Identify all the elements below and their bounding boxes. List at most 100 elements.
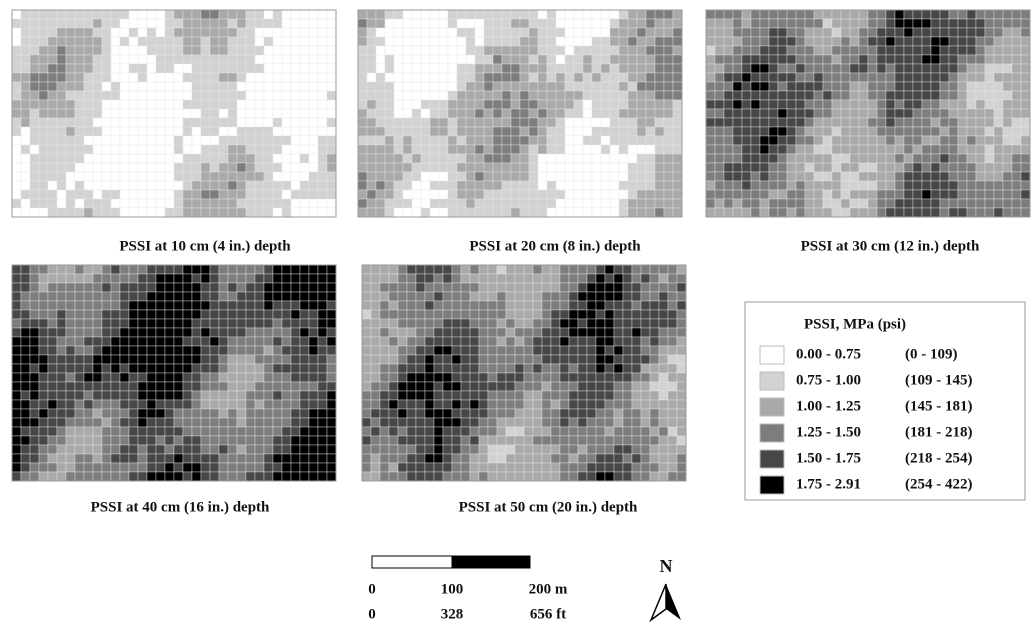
map-cell (75, 409, 84, 418)
map-cell (1021, 127, 1030, 136)
map-cell (886, 82, 895, 91)
map-cell (201, 64, 210, 73)
map-cell (264, 82, 273, 91)
map-cell (165, 28, 174, 37)
map-cell (327, 28, 336, 37)
map-cell (246, 427, 255, 436)
map-cell (922, 46, 931, 55)
map-cell (237, 208, 246, 217)
map-cell (362, 364, 371, 373)
map-cell (461, 364, 470, 373)
map-cell (255, 55, 264, 64)
map-cell (641, 400, 650, 409)
map-cell (850, 181, 859, 190)
map-cell (66, 310, 75, 319)
map-cell (385, 73, 394, 82)
map-cell (466, 127, 475, 136)
map-cell (255, 145, 264, 154)
map-cell (264, 190, 273, 199)
map-cell (985, 208, 994, 217)
map-cell (380, 292, 389, 301)
map-cell (39, 208, 48, 217)
map-cell (210, 355, 219, 364)
map-cell (407, 355, 416, 364)
map-cell (724, 172, 733, 181)
map-cell (327, 373, 336, 382)
map-cell (237, 355, 246, 364)
map-cell (673, 28, 682, 37)
map-cell (246, 328, 255, 337)
map-cell (147, 391, 156, 400)
map-cell (886, 118, 895, 127)
map-cell (904, 127, 913, 136)
map-cell (210, 373, 219, 382)
map-cell (75, 472, 84, 481)
map-cell (264, 400, 273, 409)
map-cell (120, 418, 129, 427)
map-cell (958, 109, 967, 118)
map-cell (183, 100, 192, 109)
map-cell (102, 292, 111, 301)
map-cell (93, 28, 102, 37)
map-cell (985, 46, 994, 55)
map-cell (742, 145, 751, 154)
map-cell (309, 37, 318, 46)
map-cell (677, 382, 686, 391)
map-cell (457, 172, 466, 181)
legend-title: PSSI, MPa (psi) (804, 316, 906, 332)
map-cell (156, 154, 165, 163)
map-cell (601, 10, 610, 19)
map-cell (922, 10, 931, 19)
map-cell (309, 181, 318, 190)
map-cell (502, 163, 511, 172)
map-cell (120, 400, 129, 409)
map-cell (425, 445, 434, 454)
map-cell (805, 199, 814, 208)
map-cell (120, 55, 129, 64)
map-cell (12, 136, 21, 145)
map-cell (246, 301, 255, 310)
map-cell (913, 118, 922, 127)
map-cell (93, 328, 102, 337)
map-cell (832, 109, 841, 118)
map-cell (398, 319, 407, 328)
map-cell (551, 391, 560, 400)
map-cell (407, 445, 416, 454)
map-cell (48, 337, 57, 346)
map-cell (619, 172, 628, 181)
map-cell (506, 418, 515, 427)
map-cell (587, 364, 596, 373)
map-cell (641, 418, 650, 427)
map-cell (587, 418, 596, 427)
map-cell (805, 46, 814, 55)
map-cell (291, 355, 300, 364)
map-cell (1003, 181, 1012, 190)
map-cell (84, 10, 93, 19)
map-cell (282, 145, 291, 154)
map-cell (39, 136, 48, 145)
map-cell (443, 373, 452, 382)
map-cell (430, 154, 439, 163)
map-cell (668, 364, 677, 373)
map-cell (814, 127, 823, 136)
map-cell (524, 355, 533, 364)
map-cell (623, 436, 632, 445)
map-cell (129, 145, 138, 154)
map-cell (475, 37, 484, 46)
map-cell (493, 19, 502, 28)
map-cell (371, 436, 380, 445)
map-cell (1003, 190, 1012, 199)
map-cell (273, 463, 282, 472)
map-cell (760, 109, 769, 118)
map-cell (246, 127, 255, 136)
map-cell (318, 418, 327, 427)
map-cell (488, 310, 497, 319)
map-cell (264, 409, 273, 418)
map-cell (632, 427, 641, 436)
map-cell (210, 127, 219, 136)
map-cell (48, 319, 57, 328)
map-cell (66, 400, 75, 409)
map-cell (255, 301, 264, 310)
map-cell (511, 199, 520, 208)
map-cell (111, 382, 120, 391)
